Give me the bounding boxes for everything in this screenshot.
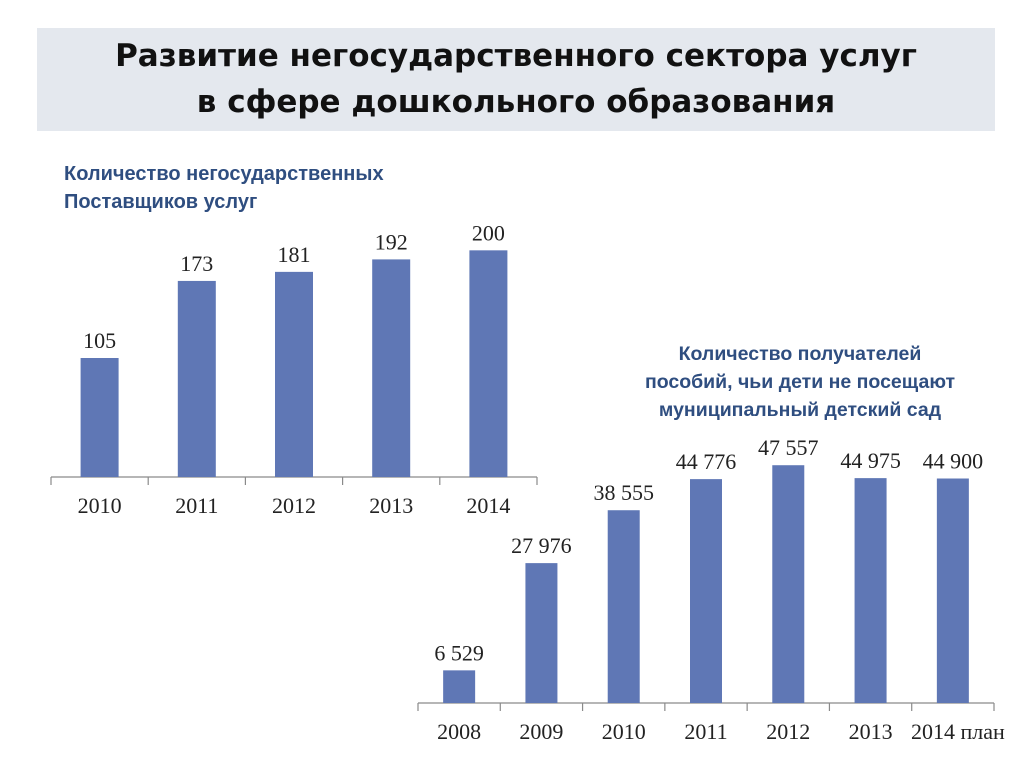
data-label: 44 776: [676, 449, 737, 474]
bar: [372, 259, 411, 477]
x-tick-label: 2008: [437, 719, 481, 744]
bar: [80, 358, 119, 477]
x-tick-label: 2011: [175, 493, 218, 518]
slide-title-line-2: в сфере дошкольного образования: [196, 84, 836, 120]
x-tick-label: 2010: [602, 719, 646, 744]
data-label: 44 900: [923, 449, 984, 474]
bar: [177, 280, 216, 477]
data-label: 47 557: [758, 435, 819, 460]
bar: [469, 250, 508, 477]
data-label: 6 529: [434, 640, 484, 665]
x-tick-label: 2014: [466, 493, 510, 518]
bar: [443, 670, 476, 703]
chart-1-title-line-1: Количество негосударственных: [64, 163, 384, 185]
chart-2-title-line-3: муниципальный детский сад: [658, 399, 942, 421]
x-tick-label: 2012: [272, 493, 316, 518]
x-tick-label: 2009: [519, 719, 563, 744]
slide-title-line-1: Развитие негосударственного сектора услу…: [115, 38, 917, 74]
chart-2-title-line-2: пособий, чьи дети не посещают: [644, 371, 956, 393]
bar: [607, 510, 640, 703]
x-tick-label: 2013: [369, 493, 413, 518]
slide-title: Развитие негосударственного сектора услу…: [37, 33, 995, 125]
bar: [525, 563, 558, 703]
data-label: 181: [278, 242, 311, 267]
title-band: [37, 28, 995, 131]
data-label: 105: [83, 328, 116, 353]
data-label: 44 975: [840, 448, 901, 473]
x-tick-label: 2011: [684, 719, 727, 744]
chart-1-title-line-2: Поставщиков услуг: [64, 191, 258, 213]
data-label: 38 555: [593, 480, 654, 505]
bar: [690, 479, 722, 703]
data-label: 173: [180, 251, 213, 276]
bar: [275, 271, 313, 477]
x-tick-label: 2013: [849, 719, 893, 744]
chart-1-title: Количество негосударственных Поставщиков…: [64, 160, 544, 216]
data-label: 200: [472, 220, 505, 245]
x-tick-label: 2014 план: [911, 719, 1005, 744]
bar: [772, 465, 805, 703]
x-tick-label: 2010: [78, 493, 122, 518]
x-tick-label: 2012: [766, 719, 810, 744]
data-label: 27 976: [511, 533, 572, 558]
bar: [936, 478, 969, 703]
chart-2-title: Количество получателей пособий, чьи дети…: [580, 340, 1020, 424]
data-label: 192: [375, 229, 408, 254]
bar: [854, 478, 887, 703]
chart-2-title-line-1: Количество получателей: [678, 343, 922, 365]
